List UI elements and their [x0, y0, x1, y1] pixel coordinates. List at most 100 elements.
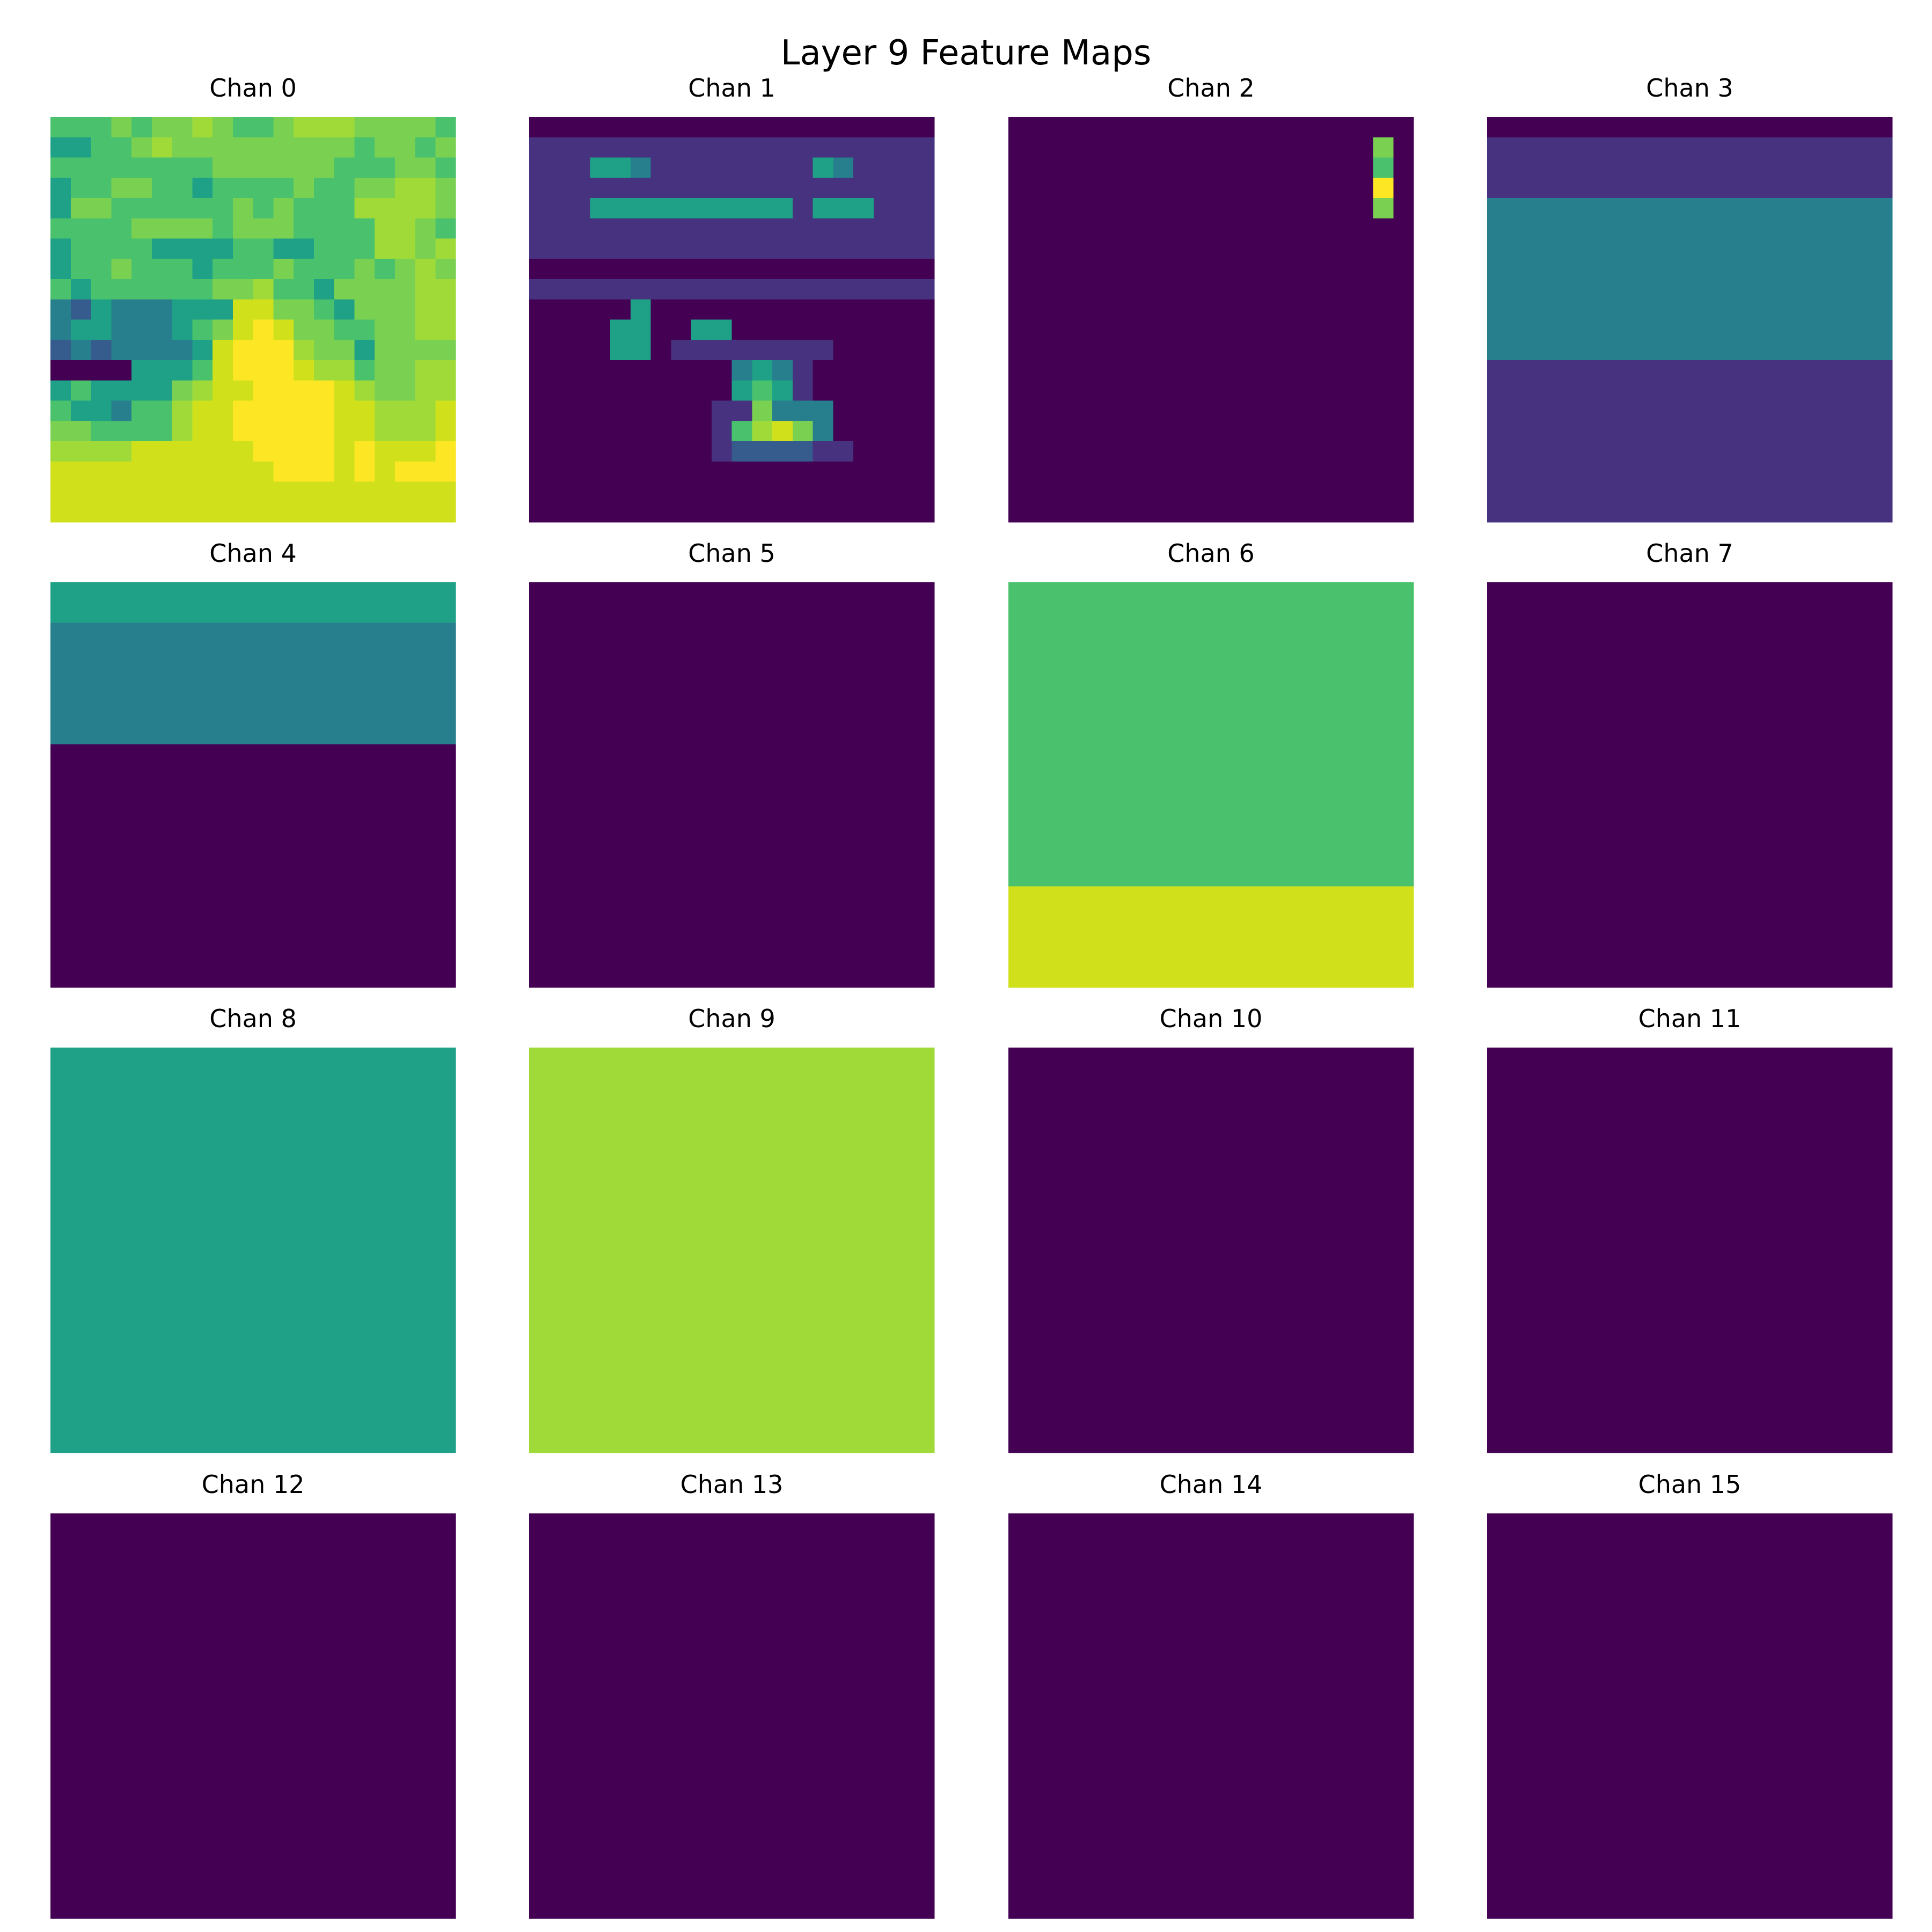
heatmap-cell: [772, 1392, 793, 1413]
heatmap-cell: [172, 360, 193, 381]
heatmap-cell: [1190, 319, 1212, 340]
heatmap-cell: [1568, 157, 1589, 178]
heatmap-cell: [813, 1088, 833, 1109]
heatmap-cell: [394, 1169, 416, 1190]
heatmap-cell: [1231, 643, 1252, 664]
heatmap-cell: [691, 1148, 712, 1170]
heatmap-cell: [1568, 582, 1589, 603]
heatmap-cell: [1831, 724, 1853, 745]
heatmap-cell: [1487, 1270, 1508, 1291]
heatmap-cell: [1730, 137, 1751, 158]
heatmap-cell: [1811, 1250, 1832, 1271]
heatmap-cell: [172, 1372, 193, 1393]
heatmap-cell: [1252, 1210, 1272, 1231]
heatmap-cell: [813, 117, 833, 138]
heatmap-cell: [1791, 117, 1812, 138]
heatmap-cell: [1373, 926, 1394, 948]
heatmap-cell: [1028, 663, 1050, 684]
heatmap-cell: [313, 1574, 335, 1595]
heatmap-cell: [630, 1108, 652, 1129]
heatmap-cell: [1791, 1392, 1812, 1413]
heatmap-cell: [1352, 279, 1374, 300]
heatmap-cell: [354, 1614, 375, 1636]
heatmap-cells: [1487, 582, 1893, 988]
heatmap-cell: [1669, 906, 1690, 927]
heatmap-cell: [91, 1412, 112, 1433]
heatmap-cell: [435, 643, 456, 664]
heatmap-cell: [1190, 421, 1212, 442]
heatmap-cell: [1109, 623, 1131, 643]
heatmap-cell: [50, 1270, 71, 1291]
heatmap-cell: [1312, 1048, 1333, 1069]
heatmap-cell: [394, 1412, 416, 1433]
heatmap-cell: [691, 683, 712, 705]
heatmap-cell: [1028, 582, 1050, 603]
heatmap-cell: [172, 1129, 193, 1150]
heatmap-cell: [1487, 1067, 1508, 1089]
heatmap-cell: [873, 623, 895, 643]
heatmap-cell: [529, 1372, 550, 1393]
heatmap-cell: [1608, 704, 1629, 724]
heatmap-cell: [610, 441, 631, 462]
heatmap-cell: [1049, 218, 1070, 239]
heatmap-cell: [1507, 1189, 1528, 1210]
heatmap-cell: [111, 1189, 132, 1210]
heatmap-cell: [415, 683, 436, 705]
heatmap-cell: [1170, 1250, 1191, 1271]
heatmap-cell: [894, 1351, 914, 1372]
heatmap-cell: [610, 1331, 631, 1352]
heatmap-cell: [1271, 602, 1293, 624]
heatmap-cell: [853, 1311, 874, 1332]
heatmap-cell: [435, 178, 456, 199]
heatmap-cell: [1588, 198, 1609, 219]
heatmap-cell: [192, 1392, 213, 1413]
heatmap-cell: [1851, 1412, 1872, 1433]
heatmap-cell: [1089, 764, 1110, 786]
heatmap-cell: [590, 1351, 611, 1372]
heatmap-cell: [914, 1392, 935, 1413]
heatmap-cell: [313, 1230, 335, 1251]
heatmap-cell: [671, 1250, 692, 1271]
heatmap-cell: [873, 259, 895, 280]
heatmap-cell: [294, 400, 314, 421]
heatmap-cell: [1669, 238, 1690, 259]
heatmap-cell: [1689, 1311, 1710, 1332]
heatmap-cell: [1527, 1372, 1548, 1393]
heatmap-cell: [1130, 299, 1151, 320]
heatmap-cell: [610, 1412, 631, 1433]
heatmap-cell: [1507, 582, 1528, 603]
heatmap-cell: [1811, 157, 1832, 178]
heatmap-cell: [549, 178, 570, 199]
heatmap-cell: [1548, 1088, 1569, 1109]
heatmap-cell: [151, 461, 173, 482]
heatmap-cell: [273, 1067, 294, 1089]
heatmap-cell: [1252, 502, 1272, 523]
heatmap-cell: [1150, 1088, 1171, 1109]
heatmap-cell: [1669, 137, 1690, 158]
heatmap-cell: [1170, 1189, 1191, 1210]
heatmap-cell: [435, 279, 456, 300]
heatmap-cell: [1150, 1412, 1171, 1433]
heatmap-cell: [1333, 704, 1353, 724]
heatmap-cell: [1588, 360, 1609, 381]
heatmap-cell: [671, 218, 692, 239]
heatmap-cell: [1730, 380, 1751, 401]
heatmap-cell: [1352, 1230, 1374, 1251]
heatmap-cell: [1791, 178, 1812, 199]
heatmap-cell: [1271, 967, 1293, 988]
heatmap-cell: [1271, 663, 1293, 684]
heatmap-cell: [671, 299, 692, 320]
heatmap-cell: [833, 279, 854, 300]
heatmap-cell: [334, 1513, 355, 1534]
heatmap-cells: [1487, 1048, 1893, 1453]
heatmap-cell: [313, 744, 335, 765]
panel-title: Chan 0: [209, 74, 297, 103]
heatmap-cell: [415, 380, 436, 401]
heatmap-cell: [630, 906, 652, 927]
heatmap-cell: [1312, 845, 1333, 867]
heatmap-cell: [1312, 157, 1333, 178]
heatmap-cell: [1649, 704, 1670, 724]
heatmap-cell: [131, 1108, 152, 1129]
heatmap-cell: [1548, 1210, 1569, 1231]
heatmap-cell: [1649, 1432, 1670, 1453]
